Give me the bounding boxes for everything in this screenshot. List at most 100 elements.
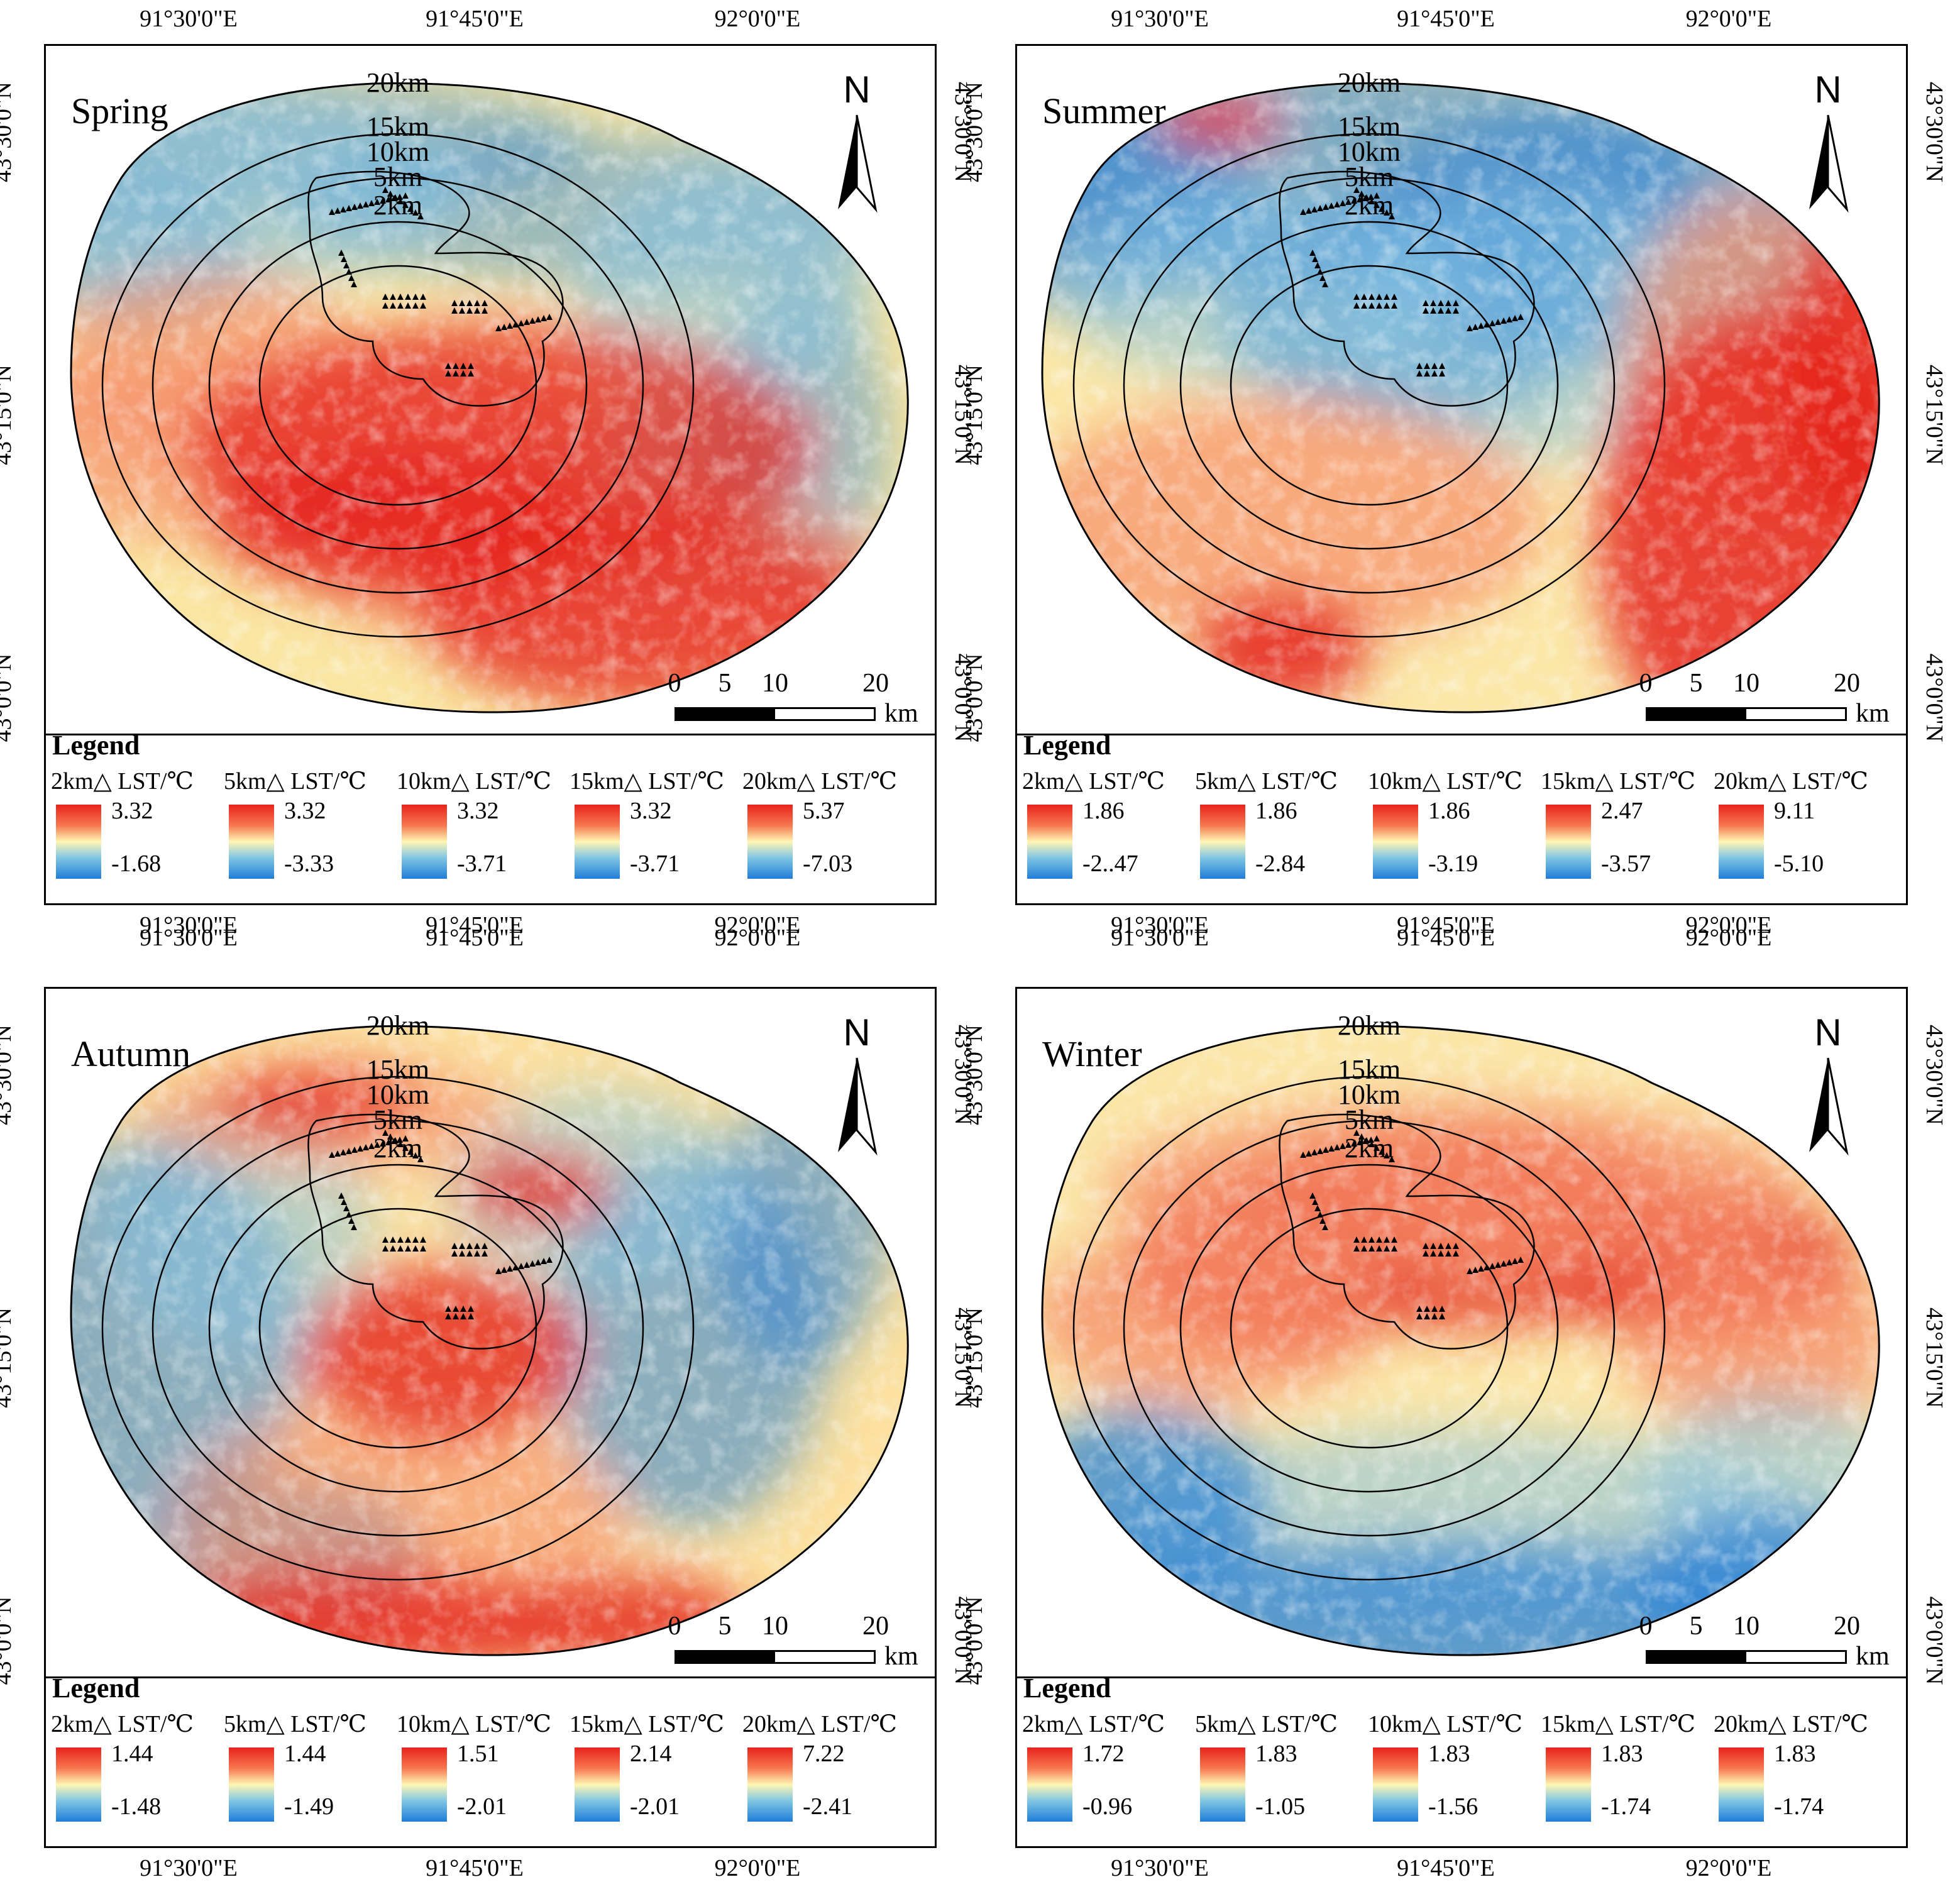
- buffer-ring-label: 2km: [373, 190, 422, 221]
- legend-color-ramp: [575, 1747, 620, 1822]
- legend-color-ramp: [1373, 805, 1418, 879]
- longitude-label-top: 91°30'0"E: [1111, 925, 1209, 951]
- scale-bar-tick: 0: [1639, 669, 1653, 698]
- legend-column: 2km△ LST/℃ 1.72 -0.96: [1022, 1710, 1195, 1835]
- legend-max-value: 2.47: [1601, 798, 1643, 824]
- scale-bar-tick: 5: [1689, 669, 1703, 698]
- legend-header: 5km△ LST/℃: [1195, 1711, 1338, 1737]
- legend-header: 20km△ LST/℃: [1714, 768, 1868, 795]
- buffer-ring-label: 5km: [1345, 1104, 1394, 1135]
- legend-column: 10km△ LST/℃ 1.51 -2.01: [397, 1710, 570, 1835]
- scale-bar-tick: 20: [862, 669, 889, 698]
- legend-header: 5km△ LST/℃: [1195, 768, 1338, 795]
- map-frame: 20km 15km 10km 5km 2km Summer N 0 5 10 20 km: [1015, 44, 1908, 735]
- legend-color-ramp: [1200, 1747, 1245, 1822]
- north-arrow-icon: N: [1790, 69, 1866, 225]
- legend-column: 15km△ LST/℃ 2.14 -2.01: [570, 1710, 742, 1835]
- legend-min-value: -5.10: [1774, 850, 1824, 877]
- legend-max-value: 7.22: [803, 1741, 845, 1767]
- buffer-ring-label: 10km: [366, 136, 429, 167]
- north-arrow-icon: N: [819, 69, 895, 225]
- season-label: Winter: [1042, 1033, 1142, 1074]
- legend: Legend 2km△ LST/℃ 1.86 -2..47 5km△ LST/℃ 1.86…: [1015, 730, 1908, 905]
- legend-column: 2km△ LST/℃ 1.44 -1.48: [51, 1710, 224, 1835]
- legend-color-ramp: [229, 1747, 274, 1822]
- legend-min-value: -1.74: [1774, 1793, 1824, 1820]
- legend-max-value: 3.32: [457, 798, 499, 824]
- legend-color-ramp: [1027, 805, 1072, 879]
- scale-bar-tick: 5: [1689, 1612, 1703, 1641]
- legend-color-ramp: [402, 1747, 447, 1822]
- legend-color-ramp: [747, 1747, 793, 1822]
- legend-header: 10km△ LST/℃: [1368, 768, 1523, 795]
- buffer-ring-label: 2km: [373, 1133, 422, 1164]
- scale-bar-graphic: [1646, 1650, 1847, 1664]
- buffer-ring-label: 15km: [366, 111, 429, 142]
- legend-color-ramp: [1719, 805, 1764, 879]
- legend-max-value: 1.83: [1255, 1741, 1297, 1767]
- scale-bar: 0 5 10 20 km: [1639, 1611, 1897, 1674]
- scale-bar-tick: 5: [718, 669, 732, 698]
- map-frame: 20km 15km 10km 5km 2km Winter N 0 5 10 20 km: [1015, 987, 1908, 1678]
- buffer-ring-label: 20km: [1338, 1010, 1401, 1041]
- scale-bar-tick: 10: [1733, 1612, 1760, 1641]
- longitude-label-top: 91°30'0"E: [140, 925, 238, 951]
- legend-column: 10km△ LST/℃ 1.86 -3.19: [1368, 767, 1541, 893]
- longitude-label-top: 91°45'0"E: [426, 925, 524, 951]
- latitude-label-right: 43°15'0"N: [1921, 365, 1947, 465]
- legend-title: Legend: [1023, 1673, 1111, 1703]
- legend-column: 2km△ LST/℃ 3.32 -1.68: [51, 767, 224, 893]
- legend: Legend 2km△ LST/℃ 1.72 -0.96 5km△ LST/℃ 1.83 -…: [1015, 1673, 1908, 1848]
- latitude-label-left: 43°30'0"N: [961, 1025, 988, 1125]
- longitude-label-top: 92°0'0"E: [714, 925, 801, 951]
- legend-min-value: -1.48: [111, 1793, 162, 1820]
- legend-color-ramp: [575, 805, 620, 879]
- season-label: Autumn: [71, 1033, 191, 1074]
- buffer-ring-label: 20km: [366, 67, 429, 98]
- legend-min-value: -2.41: [803, 1793, 853, 1820]
- buffer-ring-label: 5km: [373, 162, 422, 192]
- legend-color-ramp: [1719, 1747, 1764, 1822]
- buffer-ring-label: 15km: [1338, 111, 1401, 142]
- longitude-label-bottom: 91°45'0"E: [426, 912, 524, 938]
- scale-bar: 0 5 10 20 km: [668, 1611, 926, 1674]
- buffer-ring-label: 20km: [1338, 67, 1401, 98]
- legend-column: 5km△ LST/℃ 3.32 -3.33: [224, 767, 397, 893]
- legend-column: 20km△ LST/℃ 5.37 -7.03: [742, 767, 915, 893]
- latitude-label-right: 43°30'0"N: [1921, 1025, 1947, 1125]
- legend-color-ramp: [1373, 1747, 1418, 1822]
- longitude-label-bottom: 91°30'0"E: [140, 1855, 238, 1881]
- latitude-label-left: 43°15'0"N: [0, 1307, 16, 1408]
- buffer-rings: [1072, 133, 1666, 638]
- legend-color-ramp: [1027, 1747, 1072, 1822]
- longitude-label-bottom: 91°30'0"E: [1111, 1855, 1209, 1881]
- scale-bar-graphic: [675, 707, 876, 721]
- legend-color-ramp: [56, 1747, 101, 1822]
- legend-column: 15km△ LST/℃ 3.32 -3.71: [570, 767, 742, 893]
- legend-max-value: 3.32: [284, 798, 326, 824]
- legend-header: 20km△ LST/℃: [742, 1711, 897, 1737]
- legend-min-value: -2.84: [1255, 850, 1306, 877]
- legend-column: 2km△ LST/℃ 1.86 -2..47: [1022, 767, 1195, 893]
- legend-max-value: 3.32: [630, 798, 672, 824]
- legend-column: 5km△ LST/℃ 1.86 -2.84: [1195, 767, 1368, 893]
- legend-header: 15km△ LST/℃: [1541, 768, 1695, 795]
- legend-min-value: -0.96: [1082, 1793, 1133, 1820]
- legend-column: 5km△ LST/℃ 1.44 -1.49: [224, 1710, 397, 1835]
- legend-title: Legend: [52, 730, 140, 761]
- legend-header: 5km△ LST/℃: [224, 1711, 366, 1737]
- legend-color-ramp: [1200, 805, 1245, 879]
- legend-title: Legend: [1023, 730, 1111, 761]
- buffer-ring-label: 5km: [1345, 162, 1394, 192]
- longitude-label-bottom: 92°0'0"E: [1685, 912, 1772, 938]
- legend-max-value: 1.83: [1601, 1741, 1643, 1767]
- longitude-label-bottom: 91°30'0"E: [140, 912, 238, 938]
- legend-max-value: 1.51: [457, 1741, 499, 1767]
- longitude-label-bottom: 91°45'0"E: [426, 1855, 524, 1881]
- map-frame: 20km 15km 10km 5km 2km Spring N 0 5 10 20 km: [44, 44, 937, 735]
- longitude-label-top: 91°30'0"E: [140, 6, 238, 32]
- buffer-ring-label: 20km: [366, 1010, 429, 1041]
- legend-color-ramp: [747, 805, 793, 879]
